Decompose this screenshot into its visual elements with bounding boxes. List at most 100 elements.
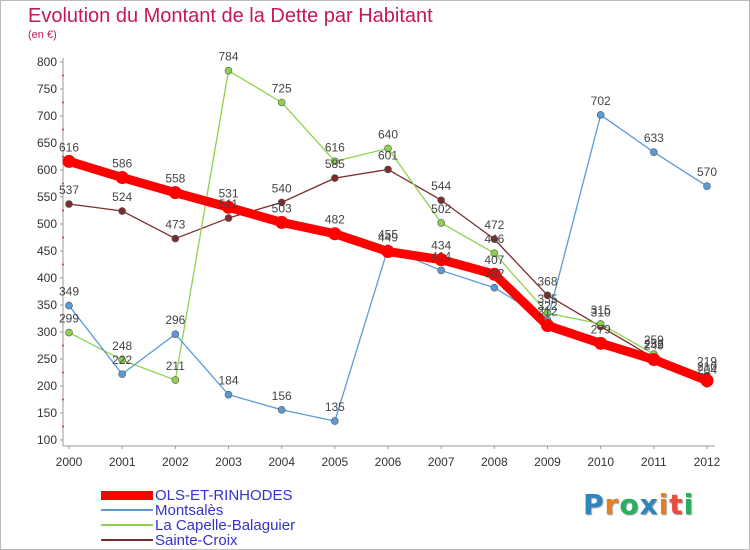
data-label: 784 [218,50,238,64]
y-minor-tick [62,317,64,320]
data-label: 449 [378,231,398,245]
data-label: 585 [325,157,345,171]
series-points [62,66,714,425]
data-label: 184 [218,374,238,388]
data-point [384,144,392,153]
y-minor-tick [62,344,64,347]
data-point [490,283,499,292]
y-minor-tick [62,209,64,212]
data-point [331,174,339,182]
data-point [594,336,608,350]
x-tick-label: 2012 [694,455,721,469]
data-point [118,207,126,215]
chart-subtitle: (en €) [28,29,57,41]
x-tick-label: 2006 [375,455,402,469]
y-minor-tick [62,398,64,401]
data-label: 135 [325,400,345,414]
data-label: 540 [272,181,292,195]
data-point [650,148,658,156]
y-minor-tick [62,371,64,374]
data-label: 252 [644,337,664,351]
data-point [115,171,129,185]
data-point [437,219,445,227]
x-tick-label: 2005 [321,455,348,469]
data-label: 725 [272,82,292,96]
data-label: 531 [218,186,238,200]
x-tick-label: 2007 [428,455,455,469]
data-point [277,405,286,414]
data-label: 616 [59,140,79,154]
data-point [331,157,339,166]
x-tick-label: 2001 [109,455,136,469]
data-point [437,196,445,205]
data-point [647,353,661,367]
data-label: 248 [112,339,132,353]
x-tick-label: 2010 [587,455,614,469]
data-point [700,374,714,388]
y-tick-label: 750 [37,82,57,96]
data-point [171,234,180,243]
x-tick-label: 2003 [215,455,242,469]
data-label: 511 [219,197,238,211]
y-tick-label: 200 [37,379,57,393]
y-tick-label: 150 [37,406,57,420]
legend-swatch [101,539,153,541]
data-label: 601 [378,148,398,162]
x-tick-label: 2008 [481,455,508,469]
data-label: 482 [325,213,345,227]
data-label: 702 [591,94,611,108]
data-point [65,200,73,208]
data-label: 544 [431,179,451,193]
data-point [487,267,501,281]
data-label: 204 [697,363,717,377]
data-label: 414 [431,249,451,263]
data-point [168,186,182,200]
data-label: 312 [537,305,557,319]
y-tick-label: 250 [37,352,57,366]
data-point [437,266,445,275]
data-label: 368 [537,274,557,288]
y-tick-label: 650 [37,136,57,150]
data-label: 434 [431,239,451,253]
data-label: 222 [112,353,132,367]
data-point [65,328,73,337]
data-point [490,249,499,257]
data-label: 570 [697,165,717,179]
data-label: 616 [325,140,345,154]
y-minor-tick [62,74,64,77]
data-point [171,330,180,338]
data-point [490,235,499,243]
axes: 100 150 200 250 300 350 400 450 500 550 600 650 700 7… [37,55,721,469]
data-label: 315 [591,303,611,317]
y-tick-label: 350 [37,298,57,312]
data-point [381,245,395,259]
y-tick-label: 400 [37,271,57,285]
y-minor-tick [62,263,64,266]
data-point [277,98,286,107]
legend-swatch [101,524,153,526]
brand-letter: r [604,488,620,521]
data-label: 472 [484,218,504,232]
data-point [118,356,126,364]
y-tick-label: 500 [37,217,57,231]
data-point [543,291,552,300]
legend-label: OLS-ET-RINHODES [155,487,293,504]
data-point [171,376,180,384]
legend-swatch [101,490,153,500]
data-point [275,215,289,229]
data-point [118,370,126,378]
data-point [541,319,554,333]
y-tick-label: 600 [37,163,57,177]
series-labels: 616 586 558 531 503 482 449 434 407 312 279 249 210 3… [59,50,717,414]
data-point [222,200,235,214]
data-label: 640 [378,127,398,141]
y-minor-tick [62,155,64,158]
x-tick-label: 2004 [268,455,295,469]
legend-label: Montsalès [155,502,224,519]
data-label: 537 [59,183,79,197]
data-point [331,417,339,425]
y-minor-tick [62,128,64,131]
data-label: 455 [378,227,398,241]
